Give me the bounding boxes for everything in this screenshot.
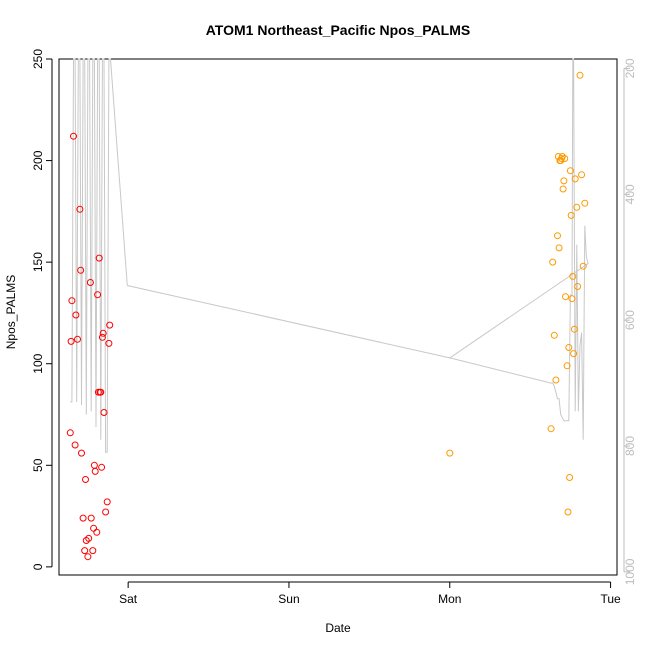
data-point-s1-5 (71, 441, 79, 449)
y-tick-label-0: 0 (31, 563, 45, 570)
data-point-s2-25 (570, 350, 578, 358)
data-point-s2-4 (550, 331, 558, 339)
data-point-s1-34 (103, 498, 111, 506)
data-point-s2-6 (554, 232, 561, 240)
plot-frame (58, 58, 618, 576)
data-point-s2-14 (560, 177, 568, 185)
data-point-s1-1 (66, 429, 74, 437)
data-point-s2-23 (568, 295, 576, 303)
secondary-tick-label-1000: 1000 (623, 558, 637, 585)
x-tick-label-mon: Mon (438, 592, 461, 606)
data-point-s1-16 (85, 534, 93, 542)
data-point-s1-2 (67, 337, 75, 345)
y-tick-label-250: 250 (31, 49, 45, 69)
data-point-s2-18 (564, 508, 572, 516)
data-point-s1-28 (97, 388, 105, 396)
data-point-s2-22 (567, 211, 575, 219)
data-point-s1-35 (105, 339, 113, 347)
data-point-s1-17 (86, 279, 94, 286)
secondary-tick-label-800: 800 (623, 436, 637, 456)
data-point-s1-31 (99, 329, 107, 337)
data-point-s1-15 (84, 553, 92, 561)
data-point-s1-19 (89, 547, 97, 555)
data-point-s1-8 (76, 205, 84, 213)
data-point-s2-21 (566, 167, 574, 175)
y-tick-label-150: 150 (31, 252, 45, 272)
data-point-s1-26 (95, 254, 103, 262)
data-point-s2-19 (565, 344, 573, 351)
data-point-s1-18 (87, 514, 95, 522)
data-point-s2-28 (573, 203, 581, 211)
data-point-s2-27 (571, 175, 579, 183)
data-point-s1-33 (102, 508, 110, 516)
data-point-s1-22 (91, 467, 99, 475)
data-point-s1-13 (82, 476, 89, 483)
data-point-s2-3 (549, 258, 557, 266)
data-point-s2-8 (555, 244, 563, 252)
data-point-s2-26 (570, 325, 578, 333)
data-point-s1-21 (90, 461, 98, 469)
data-point-s2-15 (561, 155, 569, 162)
data-point-s1-24 (94, 291, 102, 299)
data-point-s2-16 (562, 293, 569, 301)
x-axis-label: Date (325, 621, 351, 635)
data-point-s2-17 (563, 362, 571, 370)
data-point-s1-11 (79, 514, 87, 522)
x-tick-label-sat: Sat (119, 592, 138, 606)
data-point-s2-30 (576, 71, 584, 79)
data-point-s2-33 (581, 199, 589, 207)
secondary-tick-label-400: 400 (623, 184, 637, 204)
data-point-s2-1 (446, 449, 454, 457)
data-point-s2-32 (579, 262, 587, 270)
plot-area: 0 50 100 150 200 250 Sat Sun Mon Tue 200 400 600 800 1… (31, 49, 637, 606)
data-point-s1-36 (106, 321, 114, 329)
x-tick-label-sun: Sun (278, 592, 299, 606)
data-point-s2-20 (566, 474, 574, 481)
data-point-s2-29 (574, 283, 582, 290)
data-point-s1-10 (78, 449, 85, 457)
data-point-s2-24 (569, 272, 577, 280)
data-point-s1-6 (72, 311, 80, 319)
data-point-s1-32 (100, 409, 108, 416)
data-point-s1-7 (74, 335, 81, 343)
y-tick-label-200: 200 (31, 150, 45, 170)
series-line-3 (70, 58, 589, 453)
data-point-s2-13 (559, 185, 567, 193)
y-tick-label-50: 50 (31, 458, 45, 472)
chart-title: ATOM1 Northeast_Pacific Npos_PALMS (206, 22, 471, 38)
data-point-s1-29 (98, 463, 106, 471)
data-point-s1-3 (68, 297, 76, 305)
y-tick-label-100: 100 (31, 353, 45, 373)
data-point-s2-2 (547, 425, 555, 433)
data-point-s1-30 (98, 333, 106, 341)
secondary-tick-label-200: 200 (623, 58, 637, 78)
x-tick-label-tue: Tue (600, 592, 621, 606)
data-point-s1-20 (90, 524, 98, 532)
data-point-s1-12 (81, 547, 89, 555)
data-point-s1-9 (77, 266, 85, 274)
y-axis-label: Npos_PALMS (4, 275, 18, 349)
data-point-s2-31 (578, 171, 586, 179)
data-point-s1-23 (93, 528, 101, 536)
data-point-s2-5 (552, 376, 560, 384)
secondary-tick-label-600: 600 (623, 310, 637, 330)
data-point-s1-4 (70, 132, 77, 140)
